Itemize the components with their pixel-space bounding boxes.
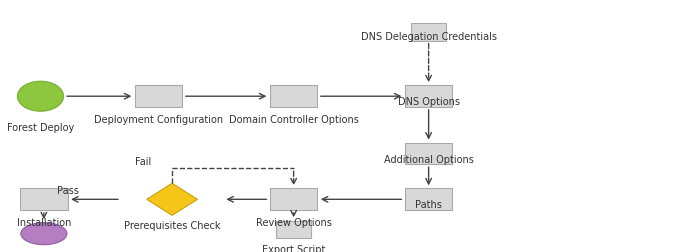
Text: DNS Delegation Credentials: DNS Delegation Credentials — [360, 32, 497, 42]
Text: Fail: Fail — [135, 157, 151, 167]
FancyBboxPatch shape — [20, 188, 68, 210]
Polygon shape — [147, 183, 197, 215]
FancyBboxPatch shape — [135, 85, 182, 107]
Text: Domain Controller Options: Domain Controller Options — [229, 115, 358, 125]
FancyBboxPatch shape — [270, 85, 317, 107]
Text: Installation: Installation — [17, 218, 71, 228]
FancyBboxPatch shape — [411, 23, 446, 41]
Text: Export Script: Export Script — [262, 245, 325, 252]
Text: Paths: Paths — [415, 200, 442, 210]
Ellipse shape — [21, 223, 67, 244]
FancyBboxPatch shape — [405, 85, 452, 107]
Text: Forest Deploy: Forest Deploy — [7, 122, 74, 133]
Text: Review Options: Review Options — [256, 218, 331, 228]
FancyBboxPatch shape — [405, 143, 452, 164]
FancyBboxPatch shape — [276, 220, 311, 238]
Text: Deployment Configuration: Deployment Configuration — [94, 115, 223, 125]
Text: Additional Options: Additional Options — [383, 155, 474, 165]
Text: DNS Options: DNS Options — [398, 97, 460, 107]
Ellipse shape — [18, 81, 63, 111]
Text: Prerequisites Check: Prerequisites Check — [124, 221, 220, 231]
FancyBboxPatch shape — [405, 188, 452, 210]
Text: Pass: Pass — [57, 186, 78, 196]
FancyBboxPatch shape — [270, 188, 317, 210]
